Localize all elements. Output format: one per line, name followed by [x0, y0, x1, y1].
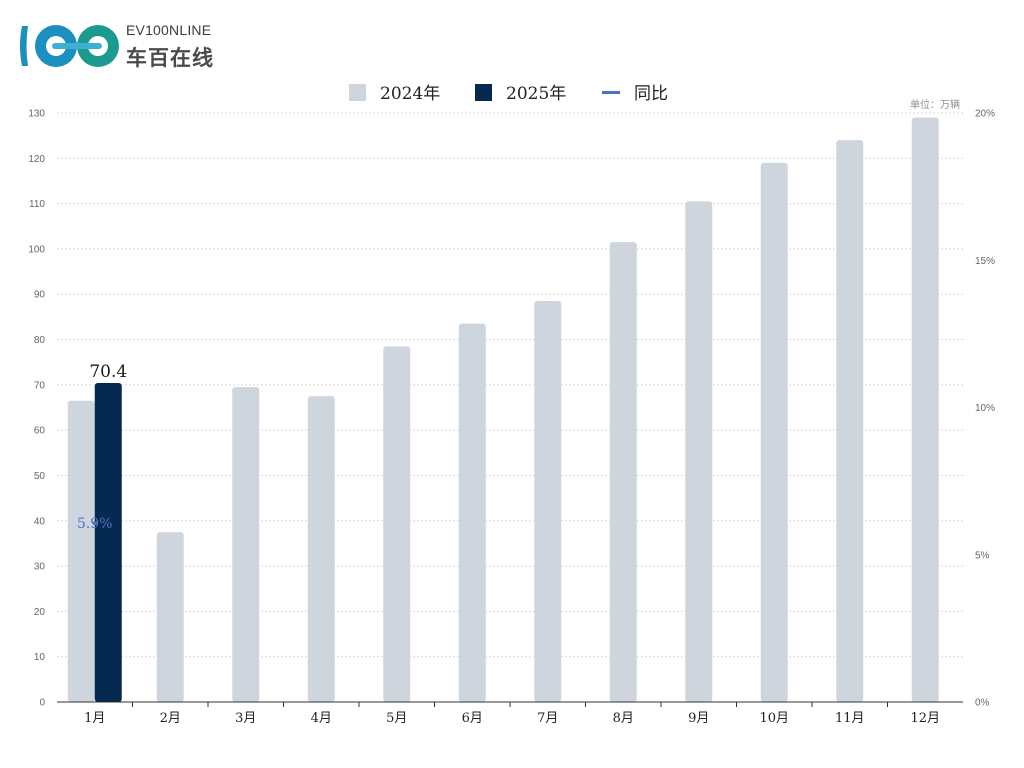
y-tick-label: 60	[34, 426, 46, 437]
y-tick-label: 130	[28, 109, 45, 120]
x-tick-label: 5月	[386, 711, 407, 726]
legend-label-2024: 2024年	[380, 84, 440, 104]
y2-tick-label: 0%	[975, 698, 990, 709]
logo-cn-text: 车百在线	[126, 46, 214, 70]
logo-mark-icon	[20, 25, 119, 67]
bar-2024	[156, 532, 184, 702]
legend-swatch-2025	[475, 84, 492, 101]
data-label-2025: 70.4	[89, 362, 127, 382]
unit-label: 单位：万辆	[910, 100, 960, 111]
legend-label-2025: 2025年	[506, 84, 566, 104]
y-tick-label: 100	[28, 244, 45, 255]
x-tick-label: 8月	[613, 711, 634, 726]
x-tick-label: 12月	[910, 711, 940, 726]
legend-swatch-2024	[349, 84, 366, 101]
yoy-data-label: 5.9%	[77, 516, 113, 532]
bar-2024	[911, 117, 939, 703]
y2-tick-label: 15%	[975, 256, 995, 267]
y-tick-label: 10	[34, 652, 46, 663]
y-tick-label: 70	[34, 380, 46, 391]
x-tick-label: 4月	[311, 711, 332, 726]
x-tick-label: 10月	[759, 711, 789, 726]
y-tick-label: 110	[29, 199, 45, 210]
y-tick-label: 40	[34, 516, 46, 527]
bar-2024	[685, 201, 713, 702]
bar-2024	[232, 387, 260, 702]
x-tick-label: 1月	[84, 711, 105, 726]
y2-tick-label: 10%	[975, 403, 995, 414]
x-tick-label: 9月	[688, 711, 709, 726]
y-tick-label: 0	[39, 698, 45, 709]
bar-2025	[94, 383, 122, 702]
y2-tick-label: 5%	[975, 550, 990, 561]
bar-2024	[458, 323, 486, 702]
logo	[16, 18, 226, 74]
x-tick-label: 3月	[235, 711, 256, 726]
legend-swatch-yoy	[602, 91, 620, 94]
legend: 2024年 2025年 同比	[349, 84, 668, 104]
x-tick-label: 6月	[462, 711, 483, 726]
logo-top-text: EV100NLINE	[126, 22, 212, 38]
bar-2024	[836, 140, 864, 702]
y-tick-label: 20	[34, 607, 46, 618]
x-tick-label: 7月	[537, 711, 558, 726]
yoy-point	[92, 521, 97, 526]
bar-2024	[760, 162, 788, 703]
y-tick-label: 50	[34, 471, 46, 482]
x-tick-label: 2月	[160, 711, 181, 726]
bar-2024	[307, 396, 335, 702]
y-tick-label: 80	[34, 335, 46, 346]
bar-2024	[609, 242, 637, 702]
y-tick-label: 120	[28, 154, 45, 165]
legend-label-yoy: 同比	[634, 84, 668, 104]
y2-tick-label: 20%	[975, 109, 995, 120]
y-tick-label: 90	[34, 290, 46, 301]
y-tick-label: 30	[34, 562, 46, 573]
bar-2024	[67, 400, 95, 702]
bar-2024	[383, 346, 411, 702]
bar-2024	[534, 301, 562, 702]
x-tick-label: 11月	[835, 711, 865, 726]
